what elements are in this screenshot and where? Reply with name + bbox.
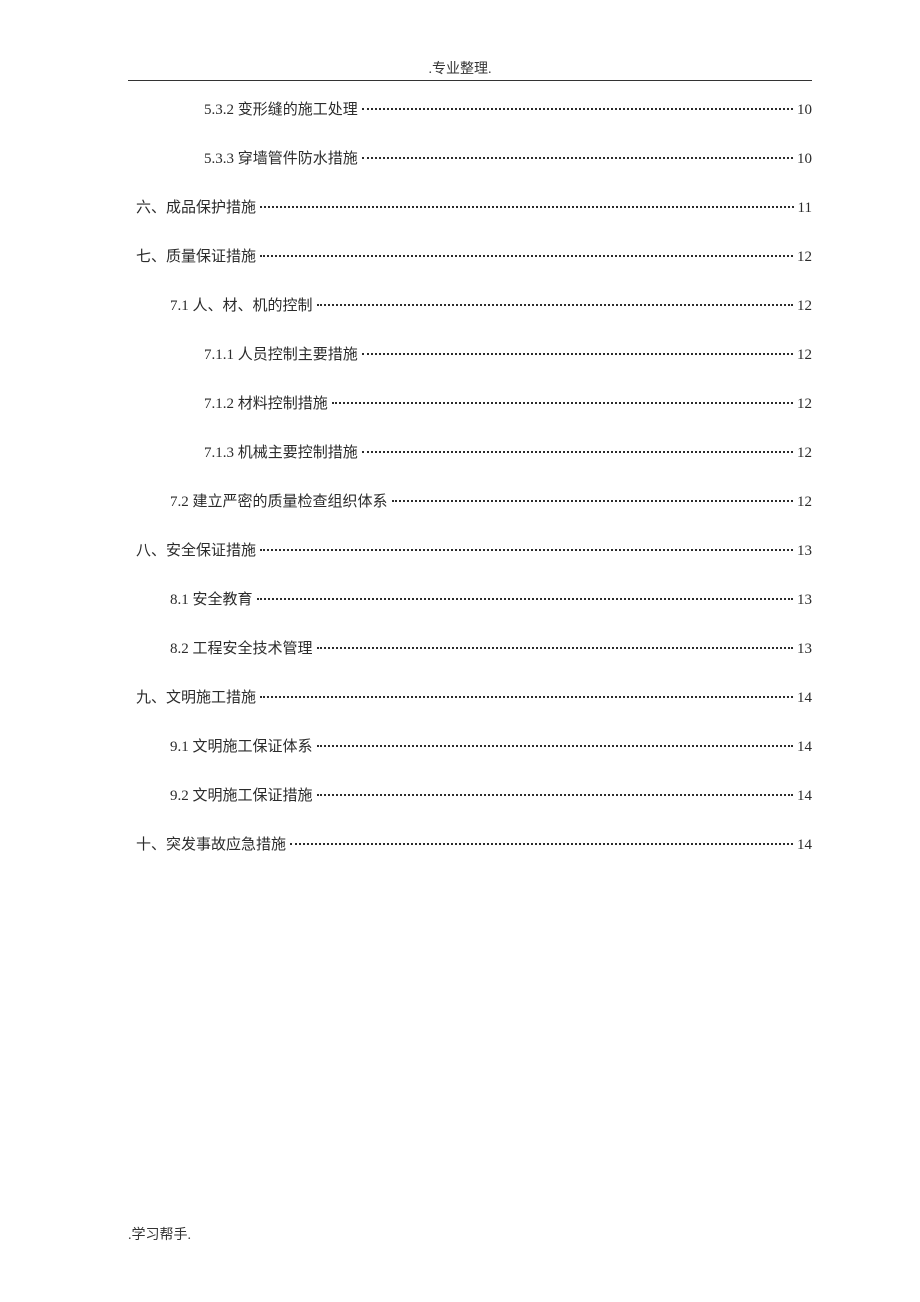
toc-entry-page: 12	[797, 396, 812, 413]
toc-entry-label: 六、成品保护措施	[136, 196, 256, 217]
toc-entry-page: 12	[797, 249, 812, 266]
toc-entry-page: 12	[797, 445, 812, 462]
toc-dot-leader	[260, 255, 793, 257]
toc-dot-leader	[362, 451, 793, 453]
toc-entry: 5.3.3 穿墙管件防水措施 10	[204, 147, 812, 168]
toc-entry-label: 9.1 文明施工保证体系	[170, 735, 313, 756]
toc-entry: 7.2 建立严密的质量检查组织体系 12	[170, 490, 812, 511]
header-underline	[128, 80, 812, 81]
page-header: .专业整理.	[0, 0, 920, 78]
toc-entry-label: 5.3.3 穿墙管件防水措施	[204, 147, 358, 168]
toc-entry-page: 14	[797, 690, 812, 707]
toc-entry: 九、文明施工措施 14	[136, 686, 812, 707]
toc-entry: 7.1 人、材、机的控制 12	[170, 294, 812, 315]
toc-entry: 8.2 工程安全技术管理 13	[170, 637, 812, 658]
toc-entry: 5.3.2 变形缝的施工处理 10	[204, 98, 812, 119]
toc-entry-page: 12	[797, 298, 812, 315]
toc-entry-label: 九、文明施工措施	[136, 686, 256, 707]
toc-entry-label: 5.3.2 变形缝的施工处理	[204, 98, 358, 119]
toc-dot-leader	[362, 157, 793, 159]
toc-entry-label: 七、质量保证措施	[136, 245, 256, 266]
toc-entry-label: 八、安全保证措施	[136, 539, 256, 560]
toc-entry-label: 7.2 建立严密的质量检查组织体系	[170, 490, 388, 511]
toc-dot-leader	[332, 402, 793, 404]
toc-entry-label: 8.2 工程安全技术管理	[170, 637, 313, 658]
toc-dot-leader	[257, 598, 793, 600]
toc-entry-label: 7.1 人、材、机的控制	[170, 294, 313, 315]
toc-entry-page: 10	[797, 151, 812, 168]
toc-dot-leader	[392, 500, 793, 502]
toc-dot-leader	[362, 353, 793, 355]
toc-entry: 十、突发事故应急措施 14	[136, 833, 812, 854]
toc-dot-leader	[317, 647, 793, 649]
toc-dot-leader	[317, 745, 793, 747]
toc-entry-page: 12	[797, 347, 812, 364]
toc-entry-page: 13	[797, 641, 812, 658]
toc-dot-leader	[362, 108, 793, 110]
toc-entry: 六、成品保护措施 11	[136, 196, 812, 217]
toc-dot-leader	[317, 304, 793, 306]
footer-text: .学习帮手.	[128, 1228, 191, 1243]
header-text: .专业整理.	[429, 62, 492, 77]
toc-entry-page: 14	[797, 788, 812, 805]
toc-entry-label: 8.1 安全教育	[170, 588, 253, 609]
toc-entry: 7.1.3 机械主要控制措施 12	[204, 441, 812, 462]
toc-entry-page: 10	[797, 102, 812, 119]
toc-entry: 7.1.1 人员控制主要措施 12	[204, 343, 812, 364]
toc-entry-page: 14	[797, 739, 812, 756]
toc-entry-page: 14	[797, 837, 812, 854]
toc-entry: 8.1 安全教育 13	[170, 588, 812, 609]
toc-entry-page: 11	[798, 200, 812, 217]
toc-entry: 八、安全保证措施 13	[136, 539, 812, 560]
toc-entry-label: 7.1.3 机械主要控制措施	[204, 441, 358, 462]
toc-dot-leader	[317, 794, 793, 796]
toc-entry: 七、质量保证措施 12	[136, 245, 812, 266]
toc-dot-leader	[260, 206, 794, 208]
toc-entry-page: 13	[797, 543, 812, 560]
page-footer: .学习帮手.	[128, 1224, 191, 1244]
toc-entry-page: 13	[797, 592, 812, 609]
toc-entry-label: 7.1.2 材料控制措施	[204, 392, 328, 413]
toc-entry-label: 十、突发事故应急措施	[136, 833, 286, 854]
toc-dot-leader	[290, 843, 793, 845]
toc-entry: 9.2 文明施工保证措施 14	[170, 784, 812, 805]
toc-dot-leader	[260, 549, 793, 551]
toc-entry-label: 9.2 文明施工保证措施	[170, 784, 313, 805]
toc-entry-page: 12	[797, 494, 812, 511]
toc-container: 5.3.2 变形缝的施工处理 10 5.3.3 穿墙管件防水措施 10 六、成品保护措施…	[136, 98, 812, 882]
toc-entry-label: 7.1.1 人员控制主要措施	[204, 343, 358, 364]
toc-dot-leader	[260, 696, 793, 698]
toc-entry: 9.1 文明施工保证体系 14	[170, 735, 812, 756]
toc-entry: 7.1.2 材料控制措施 12	[204, 392, 812, 413]
